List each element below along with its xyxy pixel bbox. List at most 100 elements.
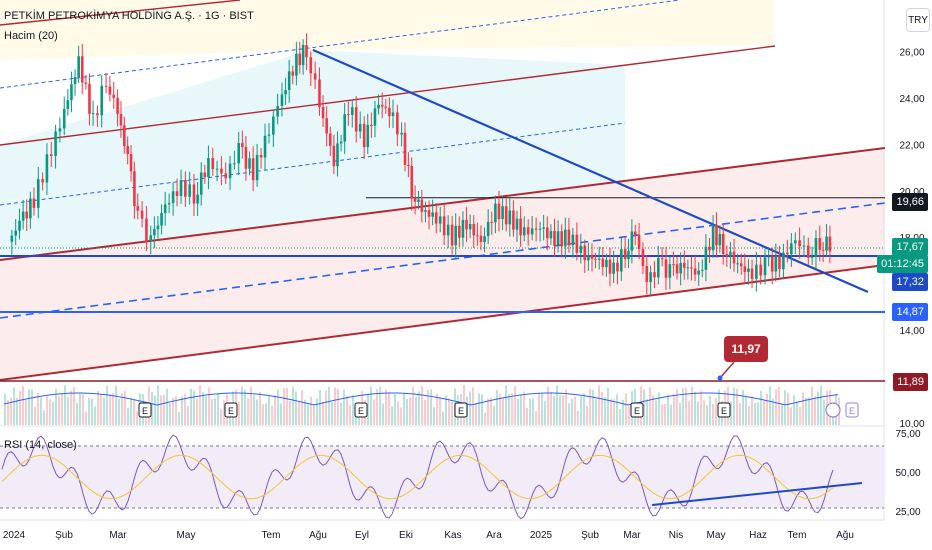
volume-bar bbox=[613, 399, 615, 425]
candle-body bbox=[446, 224, 450, 236]
price-tag-19-66: 19,66 bbox=[892, 193, 928, 211]
volume-bar bbox=[4, 393, 6, 425]
volume-bar bbox=[400, 407, 402, 425]
volume-bar bbox=[373, 399, 375, 425]
volume-bar bbox=[280, 403, 282, 425]
price-tag-11-89: 11,89 bbox=[893, 373, 928, 391]
volume-bar bbox=[220, 408, 222, 425]
currency-button[interactable]: TRY bbox=[906, 8, 930, 32]
candle-body bbox=[461, 219, 465, 238]
candle-body bbox=[119, 113, 123, 126]
volume-bar bbox=[352, 395, 354, 425]
candle-body bbox=[407, 164, 410, 166]
time-axis-tick: Tem bbox=[262, 530, 281, 541]
candle-body bbox=[255, 154, 259, 181]
time-axis-tick: Kas bbox=[444, 530, 461, 541]
volume-indicator-label[interactable]: Hacim (20) bbox=[4, 30, 58, 42]
volume-bar bbox=[751, 396, 753, 425]
candle-body bbox=[70, 84, 73, 101]
candle-body bbox=[501, 206, 504, 220]
candle-body bbox=[21, 211, 25, 221]
candle-body bbox=[112, 94, 116, 98]
earnings-marker-label: E bbox=[358, 406, 364, 416]
volume-bar bbox=[766, 393, 768, 425]
candle-body bbox=[313, 73, 317, 80]
volume-bar bbox=[451, 401, 453, 425]
candle-body bbox=[380, 104, 384, 107]
candle-body bbox=[605, 259, 608, 268]
volume-bar bbox=[421, 385, 423, 425]
candle-body bbox=[400, 132, 403, 135]
candle-body bbox=[295, 53, 298, 76]
volume-bar bbox=[508, 393, 510, 425]
volume-bar bbox=[103, 397, 105, 425]
candle-body bbox=[653, 272, 656, 278]
volume-bar bbox=[151, 392, 153, 425]
volume-bar bbox=[247, 398, 249, 425]
volume-bar bbox=[661, 404, 663, 425]
volume-bar bbox=[796, 401, 798, 425]
candle-body bbox=[41, 179, 44, 183]
volume-bar bbox=[472, 387, 474, 425]
candle-body bbox=[732, 251, 736, 264]
volume-bar bbox=[499, 393, 501, 425]
candle-body bbox=[690, 267, 693, 269]
candle-body bbox=[272, 116, 275, 135]
candle-body bbox=[494, 203, 497, 223]
candle-body bbox=[620, 249, 623, 272]
volume-bar bbox=[697, 401, 699, 425]
volume-bar bbox=[820, 385, 822, 425]
candle-body bbox=[526, 227, 530, 235]
candle-body bbox=[556, 231, 560, 246]
candle-body bbox=[233, 163, 236, 165]
volume-bar bbox=[667, 394, 669, 425]
candle-body bbox=[486, 221, 490, 237]
volume-bar bbox=[181, 396, 183, 425]
candle-body bbox=[442, 216, 446, 236]
volume-bar bbox=[607, 387, 609, 425]
rsi-indicator-label[interactable]: RSI (14, close) bbox=[4, 439, 77, 451]
volume-bar bbox=[706, 405, 708, 425]
volume-bar bbox=[319, 390, 321, 425]
volume-bar bbox=[184, 393, 186, 425]
volume-bar bbox=[130, 397, 132, 425]
candle-body bbox=[786, 252, 789, 255]
time-axis-tick: Eyl bbox=[355, 530, 369, 541]
volume-bar bbox=[514, 385, 516, 425]
volume-bar bbox=[805, 397, 807, 425]
candle-body bbox=[62, 108, 66, 129]
candle-body bbox=[384, 106, 388, 108]
candle-body bbox=[73, 77, 77, 85]
volume-bar bbox=[589, 388, 591, 425]
candle-body bbox=[476, 235, 479, 237]
candle-body bbox=[560, 231, 564, 247]
volume-bar bbox=[517, 398, 519, 425]
candle-body bbox=[332, 145, 336, 167]
volume-bar bbox=[775, 389, 777, 425]
time-axis-tick: Şub bbox=[55, 530, 73, 541]
candle-body bbox=[736, 263, 739, 265]
candle-body bbox=[49, 154, 53, 157]
candle-body bbox=[497, 203, 501, 220]
volume-bar bbox=[217, 393, 219, 425]
volume-bar bbox=[271, 405, 273, 425]
volume-bar bbox=[388, 392, 390, 425]
volume-bar bbox=[208, 387, 210, 425]
volume-bar bbox=[133, 399, 135, 425]
volume-bar bbox=[502, 397, 504, 425]
candle-body bbox=[220, 168, 223, 174]
volume-bar bbox=[391, 406, 393, 425]
volume-bar bbox=[325, 390, 327, 425]
callout-dot bbox=[717, 375, 723, 381]
candle-body bbox=[145, 218, 148, 242]
earnings-marker bbox=[630, 402, 644, 418]
candle-body bbox=[373, 108, 377, 126]
volume-bar bbox=[262, 404, 264, 425]
volume-bar bbox=[28, 389, 30, 425]
volume-bar bbox=[670, 404, 672, 425]
volume-bar bbox=[541, 393, 543, 425]
volume-bar bbox=[712, 403, 714, 425]
volume-bar bbox=[748, 406, 750, 425]
volume-bar bbox=[34, 406, 36, 425]
